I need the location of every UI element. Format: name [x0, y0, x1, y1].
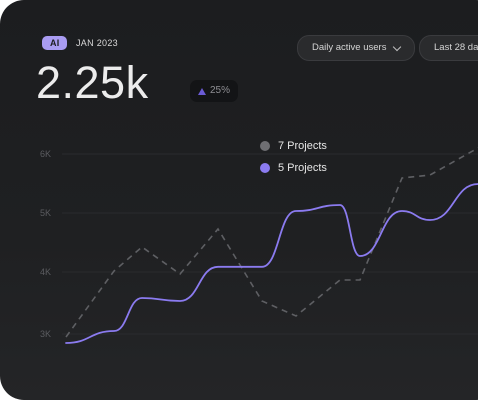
metric-value: 2.25k	[36, 57, 149, 108]
y-tick-6k: 6K	[40, 149, 52, 159]
legend-dot-icon	[260, 163, 270, 173]
y-tick-4k: 4K	[40, 267, 52, 277]
range-dropdown[interactable]: Last 28 days	[419, 35, 478, 61]
delta-badge: 25%	[190, 80, 239, 102]
trend-up-icon	[198, 87, 206, 95]
chart-legend: 7 Projects 5 Projects	[260, 135, 327, 179]
delta-value: 25%	[210, 85, 231, 96]
y-tick-5k: 5K	[40, 208, 52, 218]
legend-item-7-projects[interactable]: 7 Projects	[260, 135, 327, 157]
legend-label: 5 Projects	[278, 162, 327, 174]
series-line-7-projects	[65, 147, 478, 338]
metric-dropdown[interactable]: Daily active users	[297, 35, 416, 61]
period-label: JAN 2023	[76, 38, 118, 48]
legend-label: 7 Projects	[278, 140, 327, 152]
legend-dot-icon	[260, 141, 270, 151]
legend-item-5-projects[interactable]: 5 Projects	[260, 157, 327, 179]
ai-badge: AI	[42, 36, 68, 50]
grid-lines	[62, 153, 478, 335]
series-line-5-projects	[65, 183, 478, 344]
range-dropdown-label: Last 28 days	[434, 42, 478, 53]
metric-dropdown-label: Daily active users	[312, 42, 387, 53]
y-tick-3k: 3K	[40, 329, 52, 339]
